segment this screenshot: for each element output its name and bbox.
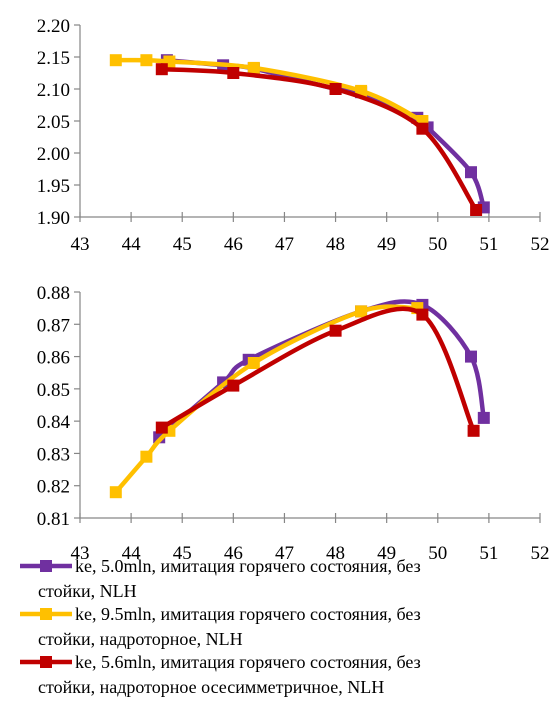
- lower-y-tick-label: 0.85: [37, 380, 70, 401]
- upper-series-2-line: [159, 66, 479, 213]
- upper-y-tick-label: 2.10: [37, 80, 70, 101]
- lower-series-1-point: [247, 357, 260, 369]
- upper-series-2-point: [155, 63, 168, 76]
- upper-y-tick-label: 1.95: [37, 176, 70, 197]
- upper-x-tick-label: 46: [224, 234, 243, 255]
- lower-series-1-point: [109, 486, 122, 499]
- upper-series-2-point: [329, 83, 342, 95]
- lower-x-tick-label: 52: [531, 543, 550, 564]
- chart-upper: 1.90 1.95 2.00 2.05 2.10 2.15 2.20 43 44 45 46 47 48…: [37, 16, 550, 255]
- upper-y-tick-label: 1.90: [37, 208, 70, 229]
- upper-y-tick-label: 2.05: [37, 112, 70, 133]
- legend-label: стойки, надроторное осесимметричное, NLH: [38, 677, 384, 697]
- lower-y-tick-label: 0.86: [37, 348, 70, 369]
- upper-x-tick-label: 44: [122, 234, 142, 255]
- legend-label: ke, 5.0mln, имитация горячего состояния,…: [75, 556, 421, 576]
- upper-x-tick-label: 45: [173, 234, 192, 255]
- lower-x-tick-label: 46: [224, 543, 243, 564]
- upper-series-2-point: [470, 204, 483, 216]
- lower-y-tick-label: 0.81: [37, 509, 70, 530]
- upper-series-1-point: [109, 54, 122, 67]
- lower-y-tick-label: 0.82: [37, 477, 70, 498]
- upper-x-tick-label: 47: [275, 234, 294, 255]
- upper-x-tick-label: 52: [531, 234, 550, 255]
- lower-series-2-point: [329, 324, 342, 337]
- upper-x-tick-label: 48: [326, 234, 345, 255]
- upper-y-tick-label: 2.20: [37, 16, 70, 37]
- lower-x-tick-label: 45: [173, 543, 192, 564]
- upper-series-1-point: [140, 54, 153, 67]
- lower-x-tick-label: 47: [275, 543, 294, 564]
- legend: ke, 5.0mln, имитация горячего состояния,…: [20, 556, 421, 697]
- lower-x-tick-label: 51: [479, 543, 498, 564]
- lower-y-tick-label: 0.84: [37, 412, 71, 433]
- legend-label: стойки, NLH: [38, 581, 137, 601]
- lower-series-1-line: [113, 304, 420, 495]
- lower-series-2-point: [467, 424, 480, 437]
- lower-x-tick-label: 48: [326, 543, 345, 564]
- legend-label: ke, 5.6mln, имитация горячего состояния,…: [75, 652, 421, 672]
- legend-swatch-marker: [40, 560, 52, 572]
- lower-series-1-point: [140, 450, 153, 463]
- lower-x-tick-label: 44: [122, 543, 142, 564]
- legend-label: ke, 9.5mln, имитация горячего состояния,…: [75, 604, 421, 624]
- upper-series-2-point: [227, 67, 240, 79]
- upper-y-tick-label: 2.15: [37, 48, 70, 69]
- legend-swatch-marker: [40, 608, 52, 620]
- legend-label: стойки, надроторное, NLH: [38, 629, 243, 649]
- lower-x-tick-label: 43: [71, 543, 90, 564]
- upper-x-tick-label: 50: [428, 234, 447, 255]
- upper-series-1-point: [247, 61, 260, 74]
- lower-series-2-point: [416, 308, 429, 321]
- lower-series-0-line: [156, 299, 487, 440]
- upper-series-2-point: [416, 122, 429, 135]
- lower-y-tick-label: 0.87: [37, 315, 70, 336]
- lower-y-tick-label: 0.88: [37, 283, 70, 304]
- chart-lower: 0.81 0.82 0.83 0.84 0.85 0.86 0.87 0.88 43 44 45 46…: [37, 283, 550, 564]
- upper-x-tick-label: 49: [377, 234, 396, 255]
- legend-swatch-marker: [40, 656, 52, 668]
- lower-x-tick-label: 49: [377, 543, 396, 564]
- lower-y-tick-label: 0.83: [37, 444, 70, 465]
- upper-x-tick-label: 51: [479, 234, 498, 255]
- upper-series-0-point: [465, 166, 477, 179]
- lower-series-2-point: [227, 379, 240, 392]
- lower-x-tick-label: 50: [428, 543, 447, 564]
- upper-x-tick-label: 43: [71, 234, 90, 255]
- lower-series-1-point: [355, 305, 368, 318]
- lower-series-0-point: [477, 411, 490, 424]
- lower-series-2-point: [155, 421, 168, 434]
- upper-y-tick-label: 2.00: [37, 144, 70, 165]
- lower-series-0-point: [465, 350, 477, 363]
